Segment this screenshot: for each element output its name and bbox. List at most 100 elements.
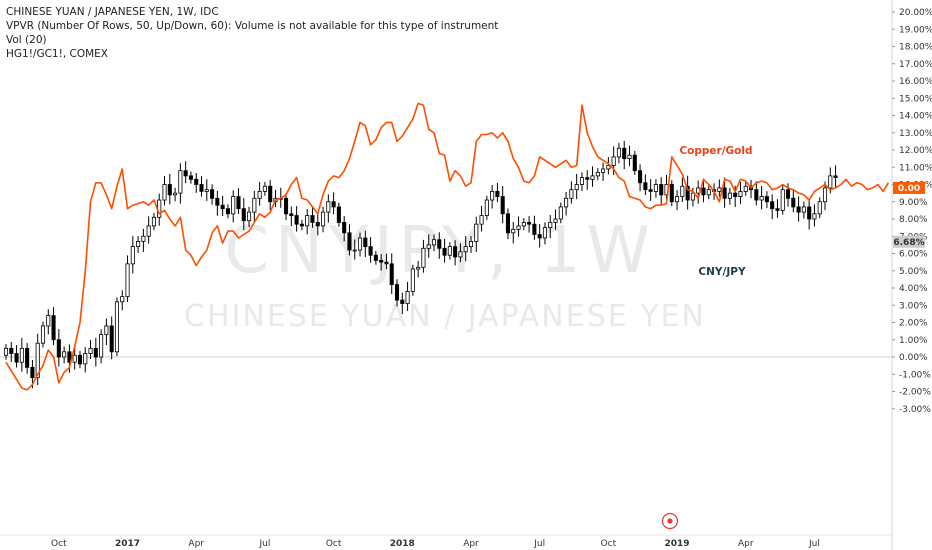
candle [141, 235, 146, 242]
legend-volume[interactable]: Vol (20) [6, 34, 47, 46]
x-tick-label: 2019 [665, 539, 690, 549]
candle [822, 187, 828, 203]
candle [35, 342, 40, 379]
candle [167, 184, 172, 196]
candle [40, 325, 46, 344]
candle [394, 284, 400, 301]
y-tick-label: -2.00% [899, 388, 931, 398]
x-tick-label: Apr [188, 539, 204, 549]
candle [484, 199, 489, 216]
candle [616, 147, 621, 158]
candle [701, 187, 706, 196]
candle [421, 247, 426, 268]
candle [284, 197, 289, 215]
candle [828, 175, 833, 189]
candle [379, 259, 384, 263]
chart-legend[interactable]: CHINESE YUAN / JAPANESE YEN, 1W, IDC VPV… [6, 5, 498, 61]
candle [495, 190, 500, 197]
candle [648, 189, 653, 192]
candle [67, 351, 72, 363]
copper-gold-line-path[interactable] [5, 102, 890, 391]
candle [347, 232, 352, 251]
candle [162, 184, 167, 201]
annotations: Copper/Gold CNY/JPY [679, 145, 752, 278]
candle [585, 177, 590, 180]
legend-symbol-title[interactable]: CHINESE YUAN / JAPANESE YEN, 1W, IDC [6, 6, 219, 18]
y-tick-label: 3.00% [899, 301, 928, 311]
candle [722, 187, 727, 199]
copper-gold-line [5, 102, 890, 391]
candle [357, 237, 363, 251]
y-tick-label: 1.00% [899, 336, 928, 346]
x-tick-label: 2017 [115, 539, 140, 549]
y-tick-label: 0.00% [899, 353, 928, 363]
candle [437, 239, 442, 249]
candle [257, 190, 262, 199]
y-tick-label: 14.00% [899, 112, 932, 122]
candle [320, 211, 326, 227]
candle [236, 196, 241, 210]
candle [442, 247, 447, 256]
candle [56, 339, 61, 358]
candle [130, 246, 135, 265]
candle [183, 170, 188, 177]
watermark-symbol: CNYJPY, 1W [224, 214, 656, 288]
candle [389, 263, 394, 285]
candle [72, 354, 77, 363]
candle [622, 147, 627, 160]
candle [505, 213, 511, 234]
candle [352, 249, 357, 252]
candle [447, 246, 452, 256]
candle [384, 261, 389, 265]
record-icon[interactable] [661, 512, 679, 530]
candle [537, 234, 542, 239]
candle [19, 347, 24, 363]
candle [516, 225, 521, 230]
x-tick-label: Apr [738, 539, 754, 549]
candle [426, 244, 431, 249]
candle [801, 206, 806, 213]
candle [479, 215, 484, 225]
candle [204, 189, 209, 192]
candle [474, 223, 479, 242]
candle [590, 175, 595, 180]
legend-vpvr[interactable]: VPVR (Number Of Rows, 50, Up/Down, 60): … [6, 20, 499, 32]
legend-compare-symbol[interactable]: HG1!/GC1!, COMEX [6, 48, 108, 60]
candle [638, 170, 643, 184]
candle [305, 215, 310, 227]
candle [759, 196, 764, 201]
candle [601, 168, 606, 173]
candle [738, 190, 743, 197]
candle [458, 251, 463, 258]
candle [579, 177, 584, 185]
candle [178, 170, 183, 194]
candle [685, 185, 690, 201]
candle [151, 216, 156, 227]
candle [727, 192, 732, 199]
candle [336, 206, 341, 223]
y-tick-label: 12.00% [899, 146, 932, 156]
y-tick-label: -1.00% [899, 370, 931, 380]
x-tick-label: Oct [326, 539, 342, 549]
candle [532, 223, 537, 235]
candle [611, 156, 616, 166]
last-value-tag-label: 0.00 [898, 184, 920, 194]
candle [500, 196, 505, 215]
candle [268, 185, 273, 203]
candle [669, 184, 674, 203]
y-tick-label: 19.00% [899, 25, 932, 35]
candle [114, 301, 120, 353]
candle [104, 325, 109, 335]
candle [231, 196, 236, 215]
y-tick-label: 18.00% [899, 43, 932, 53]
candle [780, 189, 785, 211]
y-axis[interactable]: 20.00% 19.00% 18.00% 17.00% 16.00% 15.00% 14.0… [892, 8, 932, 415]
watermark-name: CHINESE YUAN / JAPANESE YEN [184, 299, 706, 334]
x-axis[interactable]: Oct 2017 Apr Jul Oct 2018 Apr Jul Oct 2019 Apr Jul [51, 539, 820, 549]
x-tick-label: Apr [463, 539, 479, 549]
candle [294, 215, 299, 225]
candle [653, 184, 658, 192]
candle [88, 347, 93, 354]
candle [299, 223, 304, 227]
